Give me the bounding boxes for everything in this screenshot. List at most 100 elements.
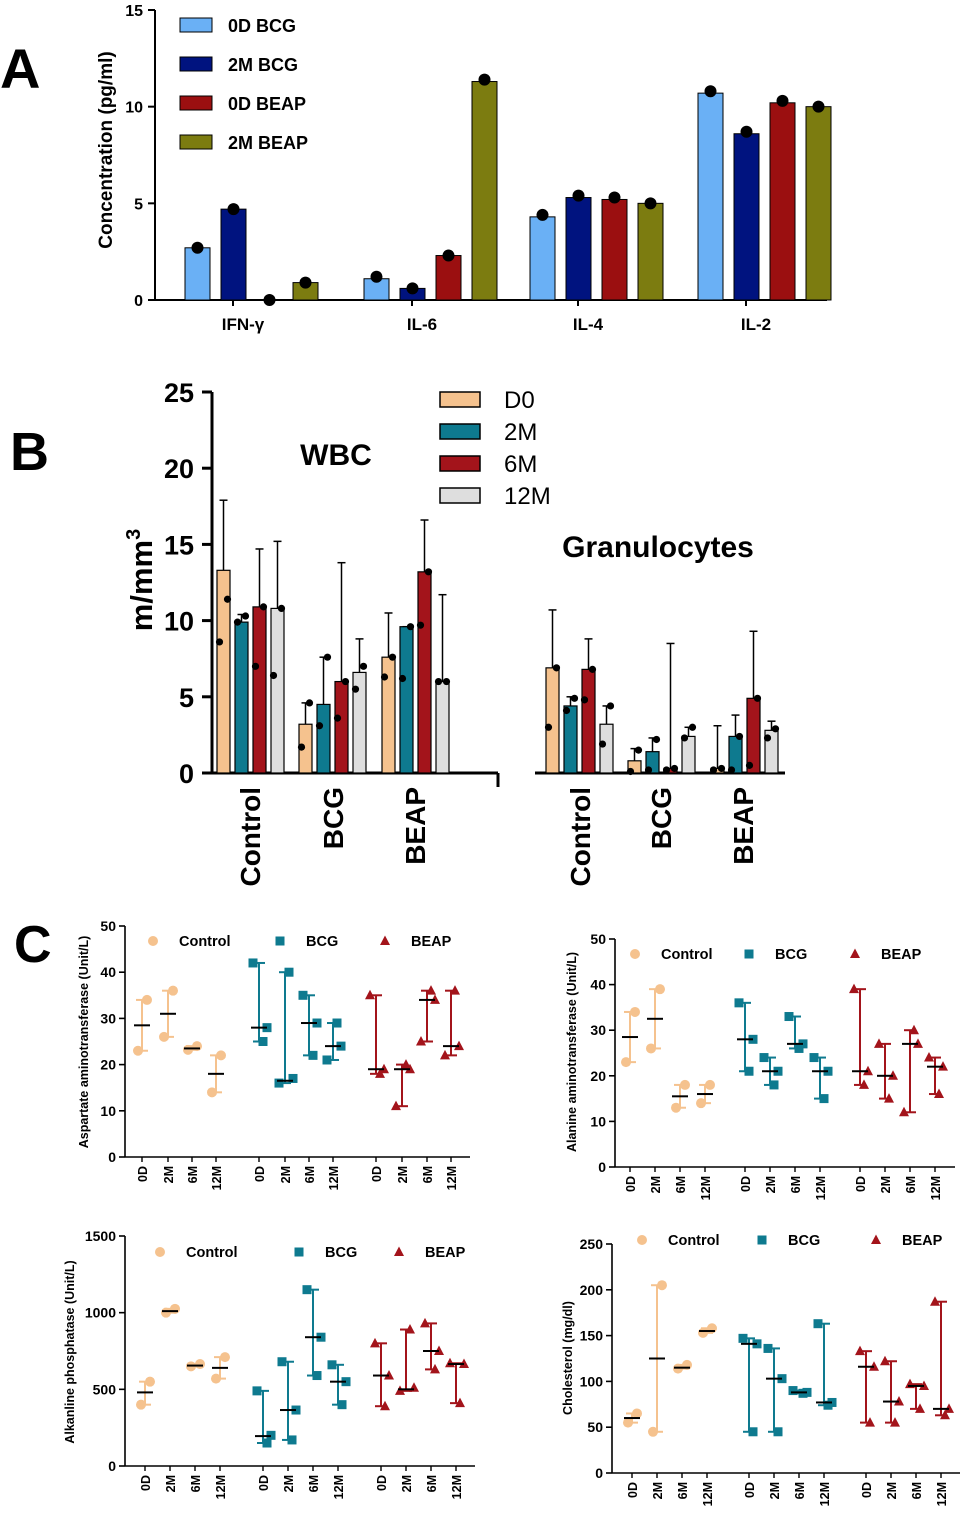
data-point-triangle <box>394 1246 404 1256</box>
x-tick-label: 2M <box>879 1176 893 1193</box>
y-tick-label: 25 <box>164 378 194 408</box>
bar <box>184 247 211 301</box>
data-point <box>297 743 306 751</box>
data-point-circle <box>630 949 640 959</box>
bar <box>435 255 462 301</box>
data-point-circle <box>136 1399 146 1410</box>
bar <box>565 197 592 301</box>
x-tick-label: 12M <box>814 1176 828 1200</box>
bar <box>417 571 432 774</box>
data-point <box>315 722 324 730</box>
data-point <box>536 208 549 221</box>
x-tick-label: 12M <box>210 1166 224 1190</box>
data-point-circle <box>211 1373 221 1384</box>
data-point-triangle <box>380 935 390 945</box>
legend-label: 0D BCG <box>228 16 296 36</box>
data-point-square <box>284 967 294 977</box>
data-point <box>215 638 224 646</box>
y-tick-label: 150 <box>580 1328 604 1344</box>
y-tick-label: 0 <box>108 1149 116 1165</box>
data-point-triangle <box>365 989 375 1000</box>
y-axis-label: m/mm3 <box>123 529 159 631</box>
data-point <box>269 671 278 680</box>
x-tick-label: 2M <box>764 1176 778 1193</box>
data-point-square <box>274 1078 284 1088</box>
panel-b: B 0 5 10 15 20 25 m/mm3 WBC Granulocytes Control BC… <box>10 378 785 887</box>
data-point-square <box>748 1427 758 1437</box>
data-point-circle <box>698 1327 708 1338</box>
data-point-circle <box>655 984 665 995</box>
data-point-square <box>337 1400 347 1410</box>
bar <box>681 735 696 774</box>
data-point-circle <box>671 1102 681 1113</box>
bar <box>637 202 664 301</box>
data-point <box>333 714 342 722</box>
data-point <box>263 294 276 306</box>
legend-label: BEAP <box>902 1233 943 1249</box>
data-point <box>233 618 242 626</box>
data-point-square <box>262 1438 272 1448</box>
data-point-circle <box>630 1006 640 1017</box>
bar <box>334 680 349 774</box>
x-tick-label: 2M <box>282 1475 296 1492</box>
y-tick-label: 50 <box>590 931 606 947</box>
x-tick-label: 12M <box>935 1482 949 1506</box>
x-tick-label: 12M <box>450 1475 464 1499</box>
data-point <box>277 604 286 613</box>
data-point <box>644 197 657 210</box>
x-tick-label: 2M <box>279 1166 293 1183</box>
y-axis-label: Concentration (pg/ml) <box>96 51 117 248</box>
data-point <box>608 191 621 204</box>
data-point-triangle <box>455 1397 465 1408</box>
data-point-triangle <box>391 1100 401 1111</box>
legend-label: 2M <box>504 419 537 446</box>
x-tick-label: 6M <box>789 1176 803 1193</box>
data-point-triangle <box>934 1088 944 1099</box>
legend-label: D0 <box>504 387 535 414</box>
panel-label-a: A <box>0 37 40 100</box>
data-point-square <box>287 1435 297 1445</box>
x-tick-label: 6M <box>793 1482 807 1499</box>
data-point <box>380 673 389 681</box>
x-tick-label: 0D <box>257 1475 271 1491</box>
y-tick-label: 1500 <box>85 1228 116 1244</box>
data-point-square <box>744 949 754 959</box>
bar <box>381 656 396 774</box>
legend-label: BCG <box>788 1233 820 1249</box>
x-tick-label: 2M <box>649 1176 663 1193</box>
x-tick-label: 12M <box>701 1482 715 1506</box>
data-point-triangle <box>859 1079 869 1089</box>
data-point <box>735 732 744 741</box>
x-tick-label: 6M <box>307 1475 321 1492</box>
y-tick-label: 0 <box>179 759 194 789</box>
x-tick-label: 6M <box>425 1475 439 1492</box>
data-point <box>717 764 726 773</box>
data-point <box>552 664 561 672</box>
data-point-square <box>784 1012 794 1022</box>
panel-c3: 0 500 1000 1500 Alkanline phosphatase (Unit/… <box>63 1228 475 1499</box>
data-point-square <box>275 936 285 946</box>
x-tick-label: 12M <box>699 1176 713 1200</box>
data-point-square <box>298 990 308 1000</box>
data-point-circle <box>623 1417 633 1428</box>
data-point-triangle <box>370 1337 380 1348</box>
bar <box>220 208 247 301</box>
y-tick-label: 1000 <box>85 1305 116 1321</box>
data-point-triangle <box>874 1038 884 1048</box>
x-tick-label: 0D <box>253 1166 267 1182</box>
bar <box>581 668 596 774</box>
bar <box>352 671 367 774</box>
data-point-circle <box>155 1247 165 1257</box>
data-point <box>626 767 635 776</box>
data-point <box>388 653 397 661</box>
data-point-circle <box>207 1087 217 1098</box>
data-point-triangle <box>855 1345 865 1356</box>
data-point-circle <box>168 985 178 996</box>
legend-swatch <box>179 56 213 72</box>
data-point-circle <box>159 1031 169 1042</box>
panel-a: A 0 5 10 15 Concentration (pg/ml) IFN-γ IL-6 IL-… <box>0 3 832 334</box>
data-point <box>644 766 653 774</box>
y-tick-label: 5 <box>179 683 194 713</box>
x-tick-label: 0D <box>375 1475 389 1491</box>
bar <box>471 81 498 301</box>
